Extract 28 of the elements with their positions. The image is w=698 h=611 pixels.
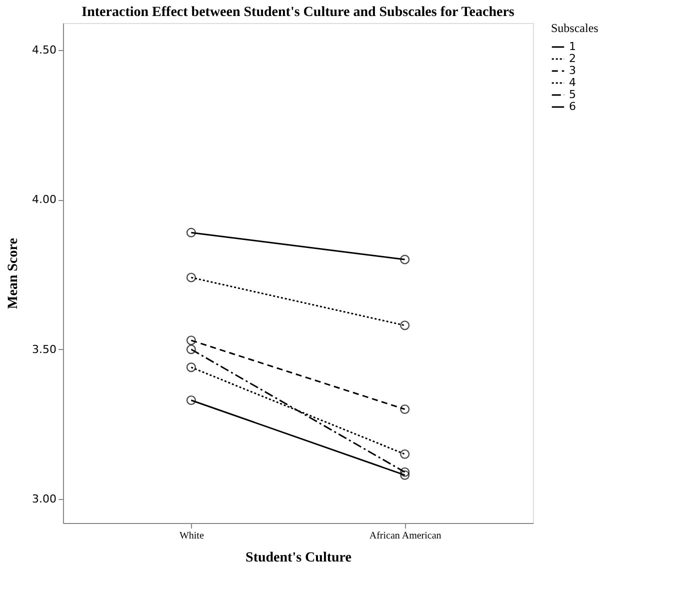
point	[186, 228, 196, 238]
x-axis-title: Student's Culture	[246, 550, 352, 566]
legend-label: 4	[569, 76, 576, 89]
y-axis-title: Mean Score	[6, 238, 22, 309]
point	[186, 336, 196, 346]
y-tick-label: 4.50	[32, 43, 56, 56]
point	[400, 470, 410, 480]
legend-label: 1	[569, 40, 576, 53]
point	[186, 395, 196, 406]
point	[400, 254, 410, 264]
x-tick-label: White	[179, 530, 204, 542]
point	[400, 449, 410, 459]
legend-label: 2	[569, 52, 576, 65]
x-tick-label: African American	[369, 530, 442, 542]
legend-label: 5	[569, 88, 576, 101]
chart-title: Interaction Effect between Student's Culture and Subscales for Teachers	[82, 5, 515, 20]
point	[186, 362, 196, 372]
legend-label: 6	[569, 100, 576, 113]
y-tick-label: 4.00	[32, 193, 56, 206]
legend-label: 3	[569, 64, 576, 77]
point	[186, 272, 196, 282]
point	[400, 467, 410, 477]
point	[400, 320, 410, 330]
point	[186, 344, 196, 354]
legend-title: Subscales	[551, 21, 599, 35]
y-tick-label: 3.50	[32, 342, 56, 356]
point	[400, 404, 410, 414]
y-tick-label: 3.00	[32, 492, 56, 506]
